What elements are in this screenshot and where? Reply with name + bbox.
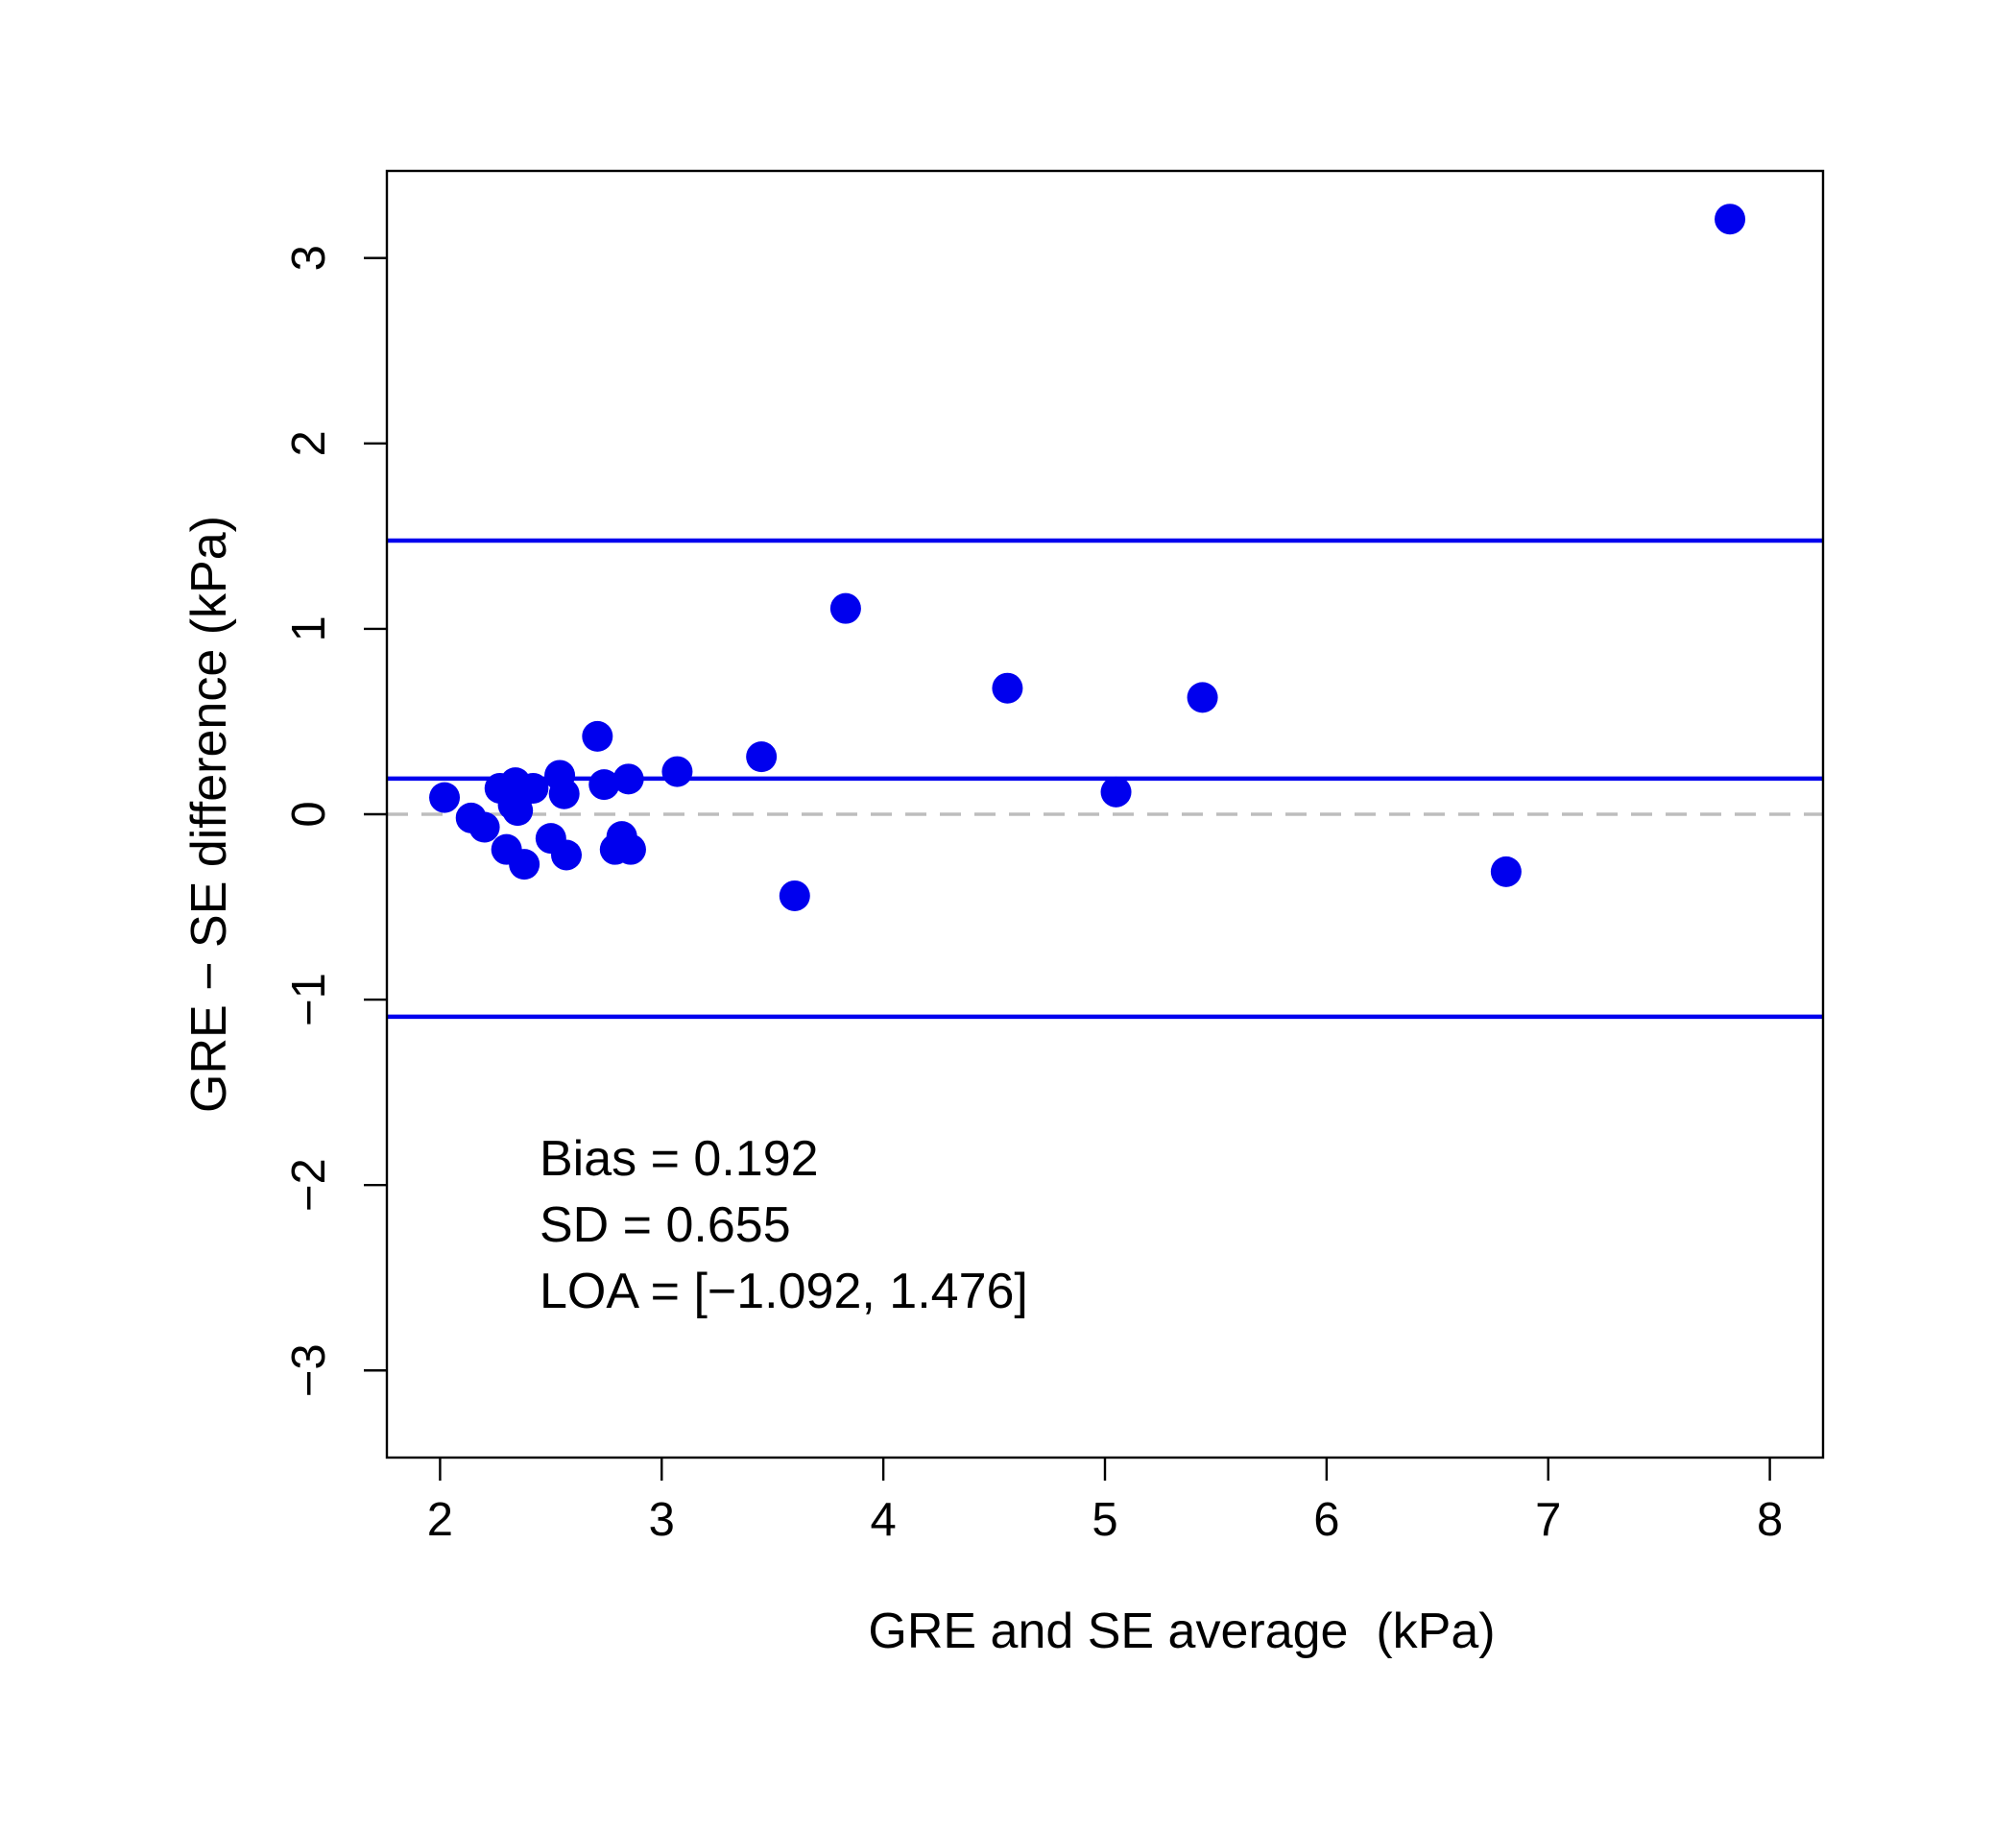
data-point-24 (779, 880, 810, 911)
x-tick-label: 7 (1535, 1494, 1561, 1546)
data-point-25 (829, 592, 861, 624)
y-tick-label: −2 (283, 1158, 335, 1212)
y-axis: −3 −2 −1 0 1 2 3 (283, 245, 387, 1397)
data-point-3 (468, 811, 500, 843)
y-axis-title: GRE − SE difference (kPa) (181, 516, 237, 1113)
data-point-16 (582, 720, 613, 752)
data-point-14 (548, 778, 580, 809)
data-point-10 (509, 849, 540, 880)
y-tick-label: −1 (283, 973, 335, 1026)
y-tick-label: −3 (283, 1343, 335, 1397)
loa-annotation: LOA = [−1.092, 1.476] (540, 1264, 1028, 1319)
data-point-27 (1100, 776, 1132, 808)
data-point-20 (612, 763, 644, 795)
bias-annotation: Bias = 0.192 (540, 1131, 819, 1187)
y-tick-label: 0 (283, 801, 335, 827)
x-axis: 2 3 4 5 6 7 8 (427, 1458, 1783, 1546)
x-tick-label: 5 (1092, 1494, 1117, 1546)
x-tick-label: 3 (649, 1494, 675, 1546)
data-point-23 (746, 741, 778, 773)
sd-annotation: SD = 0.655 (540, 1197, 791, 1253)
data-point-11 (517, 772, 549, 804)
data-point-15 (551, 839, 582, 871)
data-points (429, 204, 1746, 911)
y-tick-label: 3 (283, 245, 335, 271)
y-tick-label: 2 (283, 430, 335, 456)
data-point-17 (588, 769, 620, 801)
data-point-30 (1715, 204, 1746, 235)
data-point-21 (614, 833, 646, 865)
x-axis-title: GRE and SE average (kPa) (868, 1604, 1495, 1659)
x-tick-label: 6 (1313, 1494, 1339, 1546)
data-point-29 (1490, 856, 1522, 887)
data-point-22 (661, 756, 693, 787)
data-point-1 (429, 782, 461, 813)
x-tick-label: 4 (871, 1494, 897, 1546)
y-tick-label: 1 (283, 615, 335, 641)
data-point-26 (992, 672, 1023, 704)
x-tick-label: 2 (427, 1494, 453, 1546)
x-tick-label: 8 (1757, 1494, 1783, 1546)
data-point-28 (1187, 682, 1218, 713)
